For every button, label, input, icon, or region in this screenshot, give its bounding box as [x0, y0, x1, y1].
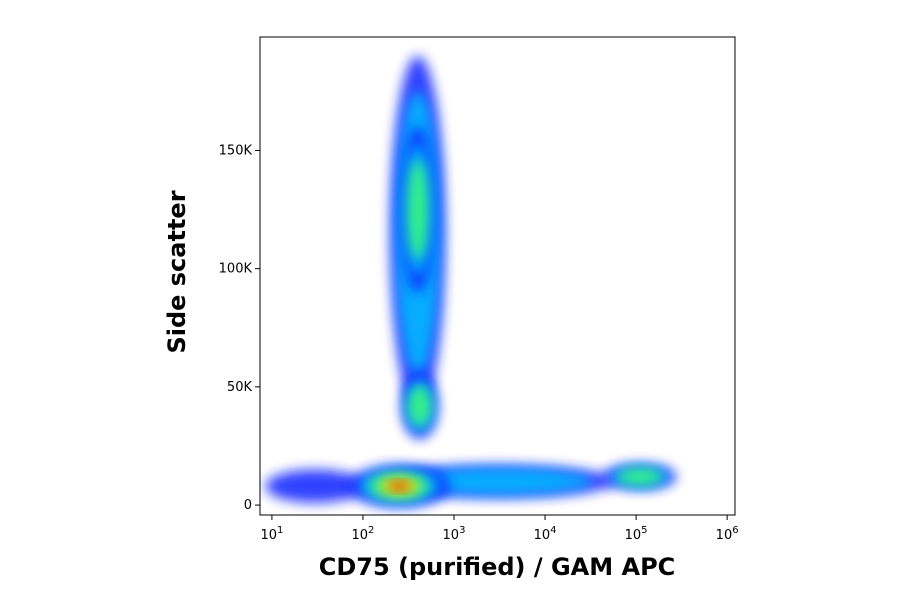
y-tick-label: 100K: [219, 262, 253, 277]
y-tick-label: 150K: [219, 143, 253, 158]
x-tick-label: 105: [625, 525, 648, 543]
x-tick-label: 104: [534, 525, 557, 543]
tick-exponent: 2: [368, 525, 374, 536]
tick-base: 10: [625, 528, 642, 543]
x-tick-label: 103: [443, 525, 466, 543]
y-axis-label: Side scatter: [163, 190, 191, 353]
x-tick-label: 101: [260, 525, 283, 543]
plot-frame: [259, 36, 736, 516]
tick-exponent: 1: [277, 525, 283, 536]
plot-area: [265, 55, 677, 508]
tick-base: 10: [260, 528, 277, 543]
tick-base: 10: [534, 528, 551, 543]
x-axis-label: CD75 (purified) / GAM APC: [319, 553, 676, 581]
tick-base: 10: [443, 528, 460, 543]
tick-exponent: 5: [641, 525, 647, 536]
density-blob: [407, 159, 428, 260]
density-blob: [618, 468, 662, 485]
tick-exponent: 6: [732, 525, 738, 536]
tick-exponent: 3: [459, 525, 465, 536]
tick-exponent: 4: [550, 525, 556, 536]
y-tick-label: 50K: [227, 380, 253, 395]
density-blob: [265, 469, 366, 503]
y-tick-label: 0: [244, 498, 252, 513]
x-tick-label: 106: [716, 525, 739, 543]
x-tick-label: 102: [351, 525, 374, 543]
density-blob: [402, 468, 593, 495]
density-blob: [389, 481, 410, 491]
tick-base: 10: [716, 528, 733, 543]
tick-base: 10: [351, 528, 368, 543]
density-blob: [408, 385, 431, 426]
